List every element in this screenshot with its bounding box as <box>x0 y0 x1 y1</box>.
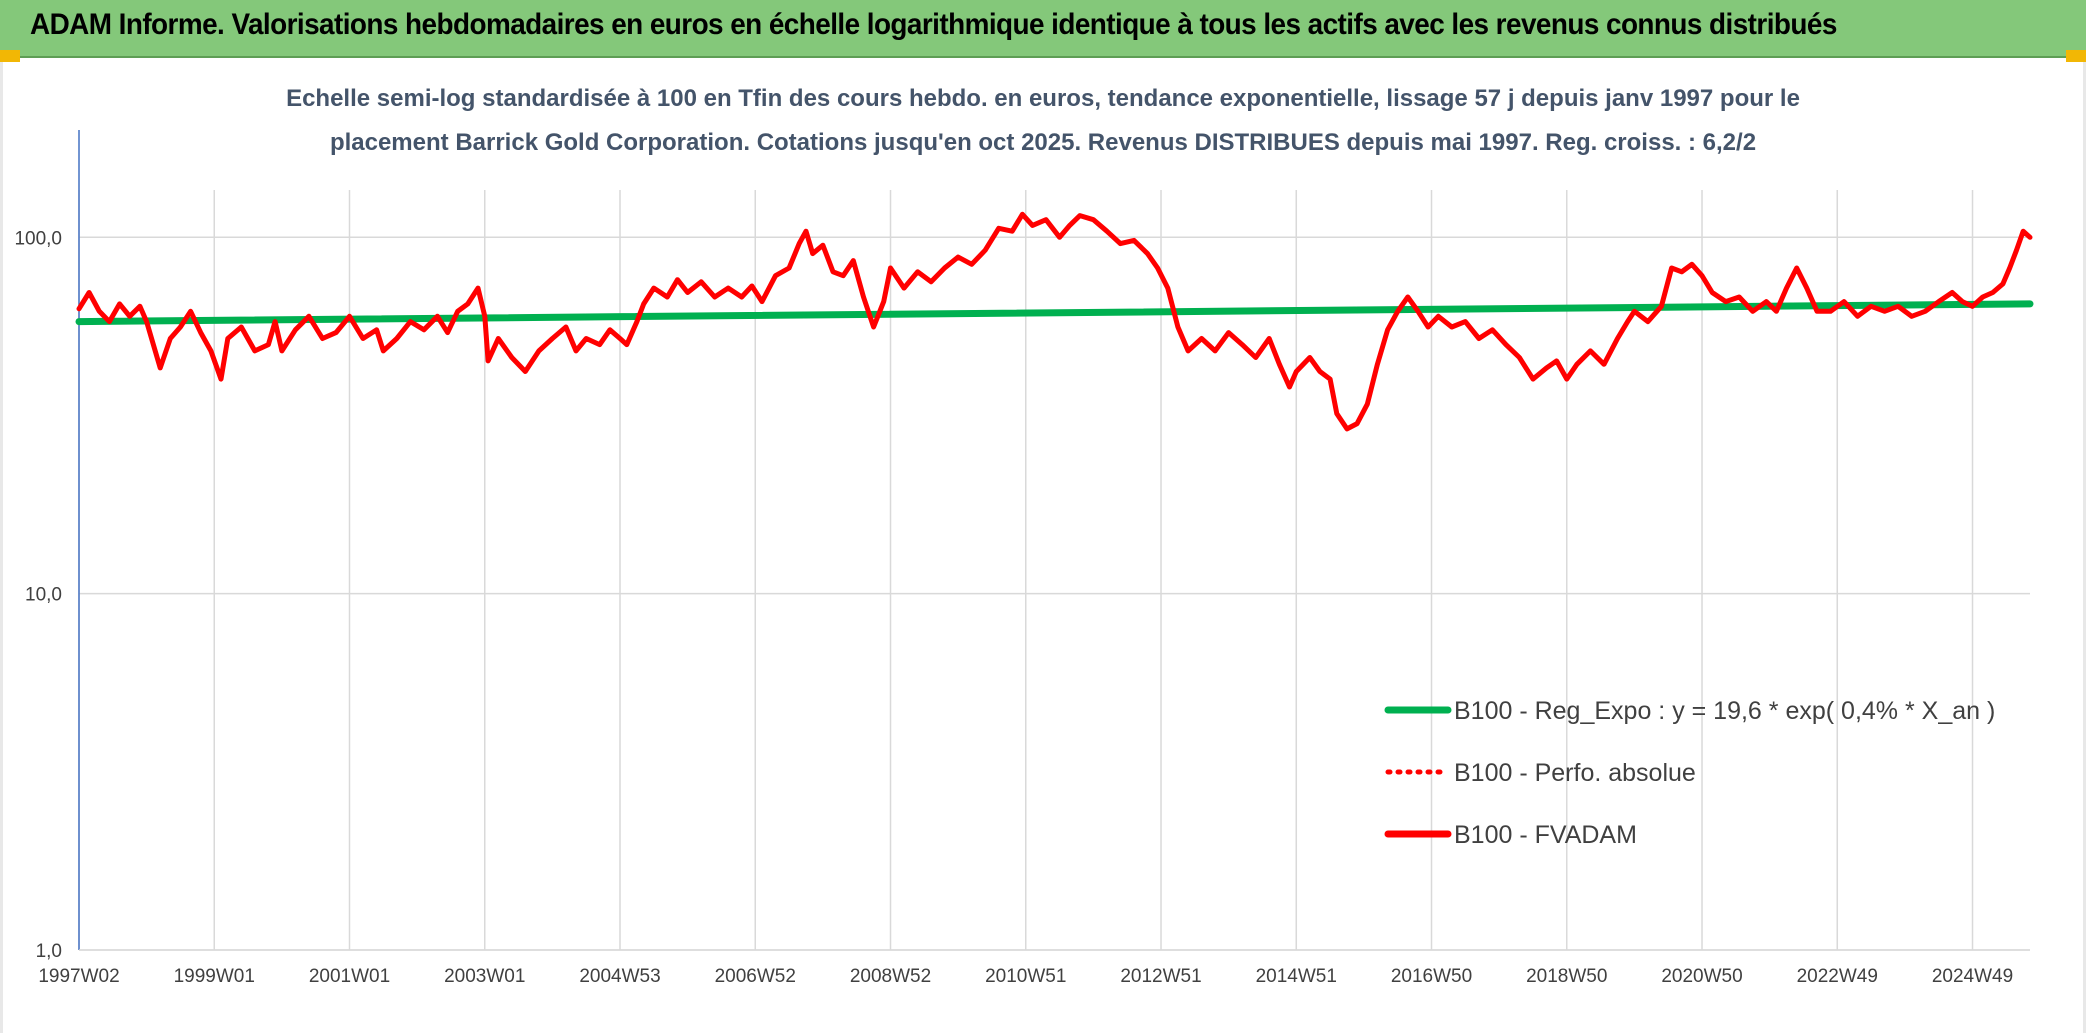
y-tick-label: 100,0 <box>14 228 62 249</box>
x-tick-label: 2001W01 <box>309 966 390 987</box>
x-tick-label: 2018W50 <box>1526 966 1607 987</box>
trend-line <box>75 300 2034 326</box>
fvadam-line <box>76 211 2033 432</box>
x-tick-label: 1997W02 <box>38 966 119 987</box>
report-banner: ADAM Informe. Valorisations hebdomadaire… <box>0 0 2086 58</box>
y-tick-label: 1,0 <box>36 941 62 962</box>
x-tick-label: 2014W51 <box>1256 966 1337 987</box>
x-tick-label: 2024W49 <box>1932 966 2013 987</box>
x-tick-label: 2022W49 <box>1797 966 1878 987</box>
corner-mark-left <box>0 50 20 62</box>
corner-mark-right <box>2066 50 2086 62</box>
x-tick-label: 2003W01 <box>444 966 525 987</box>
x-tick-label: 2008W52 <box>850 966 931 987</box>
chart-subtitle-line: Echelle semi-log standardisée à 100 en T… <box>286 85 1800 112</box>
legend-label: B100 - Reg_Expo : y = 19,6 * exp( 0,4% *… <box>1454 697 1995 725</box>
x-tick-label: 1999W01 <box>174 966 255 987</box>
y-tick-label: 10,0 <box>25 585 62 606</box>
x-tick-label: 2010W51 <box>985 966 1066 987</box>
chart-subtitle-line: placement Barrick Gold Corporation. Cota… <box>330 129 1756 156</box>
x-tick-label: 2016W50 <box>1391 966 1472 987</box>
legend: B100 - Reg_Expo : y = 19,6 * exp( 0,4% *… <box>1384 697 1995 849</box>
series <box>75 211 2034 432</box>
axes: 1,0 10,0 100,0 1997W02 1999W01 2001W01 2003W01… <box>14 130 2030 987</box>
log-chart: Echelle semi-log standardisée à 100 en T… <box>14 85 2034 987</box>
x-tick-label: 2004W53 <box>579 966 660 987</box>
legend-label: B100 - FVADAM <box>1454 821 1637 849</box>
chart-frame: Echelle semi-log standardisée à 100 en T… <box>0 62 2086 1033</box>
report-title: ADAM Informe. Valorisations hebdomadaire… <box>30 8 1837 41</box>
x-tick-label: 2020W50 <box>1661 966 1742 987</box>
legend-label: B100 - Perfo. absolue <box>1454 759 1696 787</box>
chart-subtitle: Echelle semi-log standardisée à 100 en T… <box>286 85 1800 156</box>
x-tick-label: 2012W51 <box>1120 966 1201 987</box>
x-tick-label: 2006W52 <box>715 966 796 987</box>
